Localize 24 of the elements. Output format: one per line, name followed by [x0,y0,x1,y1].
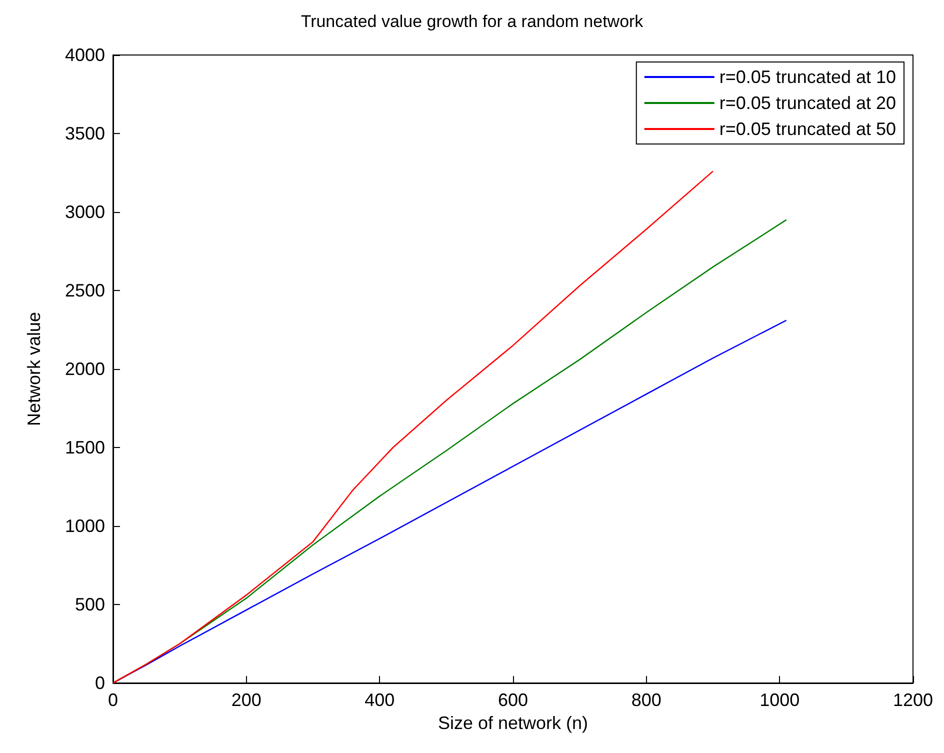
y-tick-label: 1500 [64,438,105,458]
y-axis-title: Network value [24,312,44,426]
chart-title: Truncated value growth for a random network [300,12,644,31]
x-axis-title: Size of network (n) [438,712,588,733]
y-tick-label: 2000 [64,359,105,379]
line-series [112,320,787,684]
line-series [112,170,714,684]
x-tick-label: 400 [364,690,395,710]
y-tick-label: 500 [74,594,105,614]
x-tick-label: 200 [231,690,262,710]
y-tick-label: 2500 [64,280,105,300]
y-tick-label: 3000 [64,202,105,222]
x-tick-label: 600 [498,690,528,710]
legend-label: r=0.05 truncated at 10 [719,67,896,87]
x-tick-label: 800 [631,690,662,710]
legend-label: r=0.05 truncated at 50 [719,119,896,139]
x-tick-label: 1000 [760,690,800,710]
legend-label: r=0.05 truncated at 20 [719,93,896,113]
y-tick-label: 0 [94,673,105,693]
y-tick-label: 3500 [64,124,105,144]
y-tick-label: 1000 [64,516,105,536]
x-tick-label: 0 [108,690,118,710]
x-tick-label: 1200 [892,690,934,710]
y-tick-label: 4000 [64,45,105,65]
